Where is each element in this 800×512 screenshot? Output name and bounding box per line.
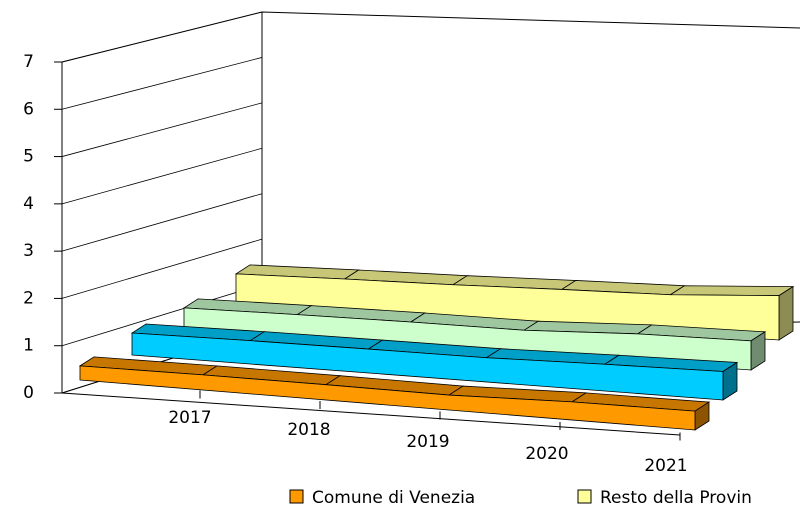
series xyxy=(78,356,711,431)
area-side xyxy=(778,285,794,341)
legend-label: Comune di Venezia xyxy=(312,488,475,508)
y-tick-label: 4 xyxy=(23,194,34,214)
area-top xyxy=(669,285,795,297)
y-tick-label: 2 xyxy=(23,288,34,308)
grid-line xyxy=(61,57,263,110)
legend-swatch xyxy=(289,489,304,504)
grid-line xyxy=(61,193,263,252)
x-tick-label: 2019 xyxy=(406,432,449,452)
y-tick-label: 7 xyxy=(23,52,34,72)
y-tick-label: 3 xyxy=(23,241,34,261)
legend-label: Resto della Provin xyxy=(600,488,752,508)
y-tick-label: 1 xyxy=(23,336,34,356)
legend-swatch xyxy=(577,489,592,504)
x-tick-label: 2018 xyxy=(287,420,330,440)
x-axis xyxy=(61,392,681,436)
grid-line xyxy=(61,11,263,63)
grid-line xyxy=(61,238,263,299)
y-tick-label: 6 xyxy=(23,99,34,119)
y-tick-label: 0 xyxy=(23,383,34,403)
grid-line xyxy=(61,147,263,205)
x-tick-label: 2020 xyxy=(525,444,568,464)
area xyxy=(131,332,724,401)
area xyxy=(79,365,696,431)
grid-line xyxy=(61,102,263,157)
y-tick-label: 5 xyxy=(23,147,34,167)
walls xyxy=(61,11,800,63)
grid-line xyxy=(61,284,263,347)
x-tick-label: 2017 xyxy=(168,408,211,428)
series xyxy=(234,264,795,341)
x-tick-label: 2021 xyxy=(644,456,687,476)
series xyxy=(130,323,739,401)
